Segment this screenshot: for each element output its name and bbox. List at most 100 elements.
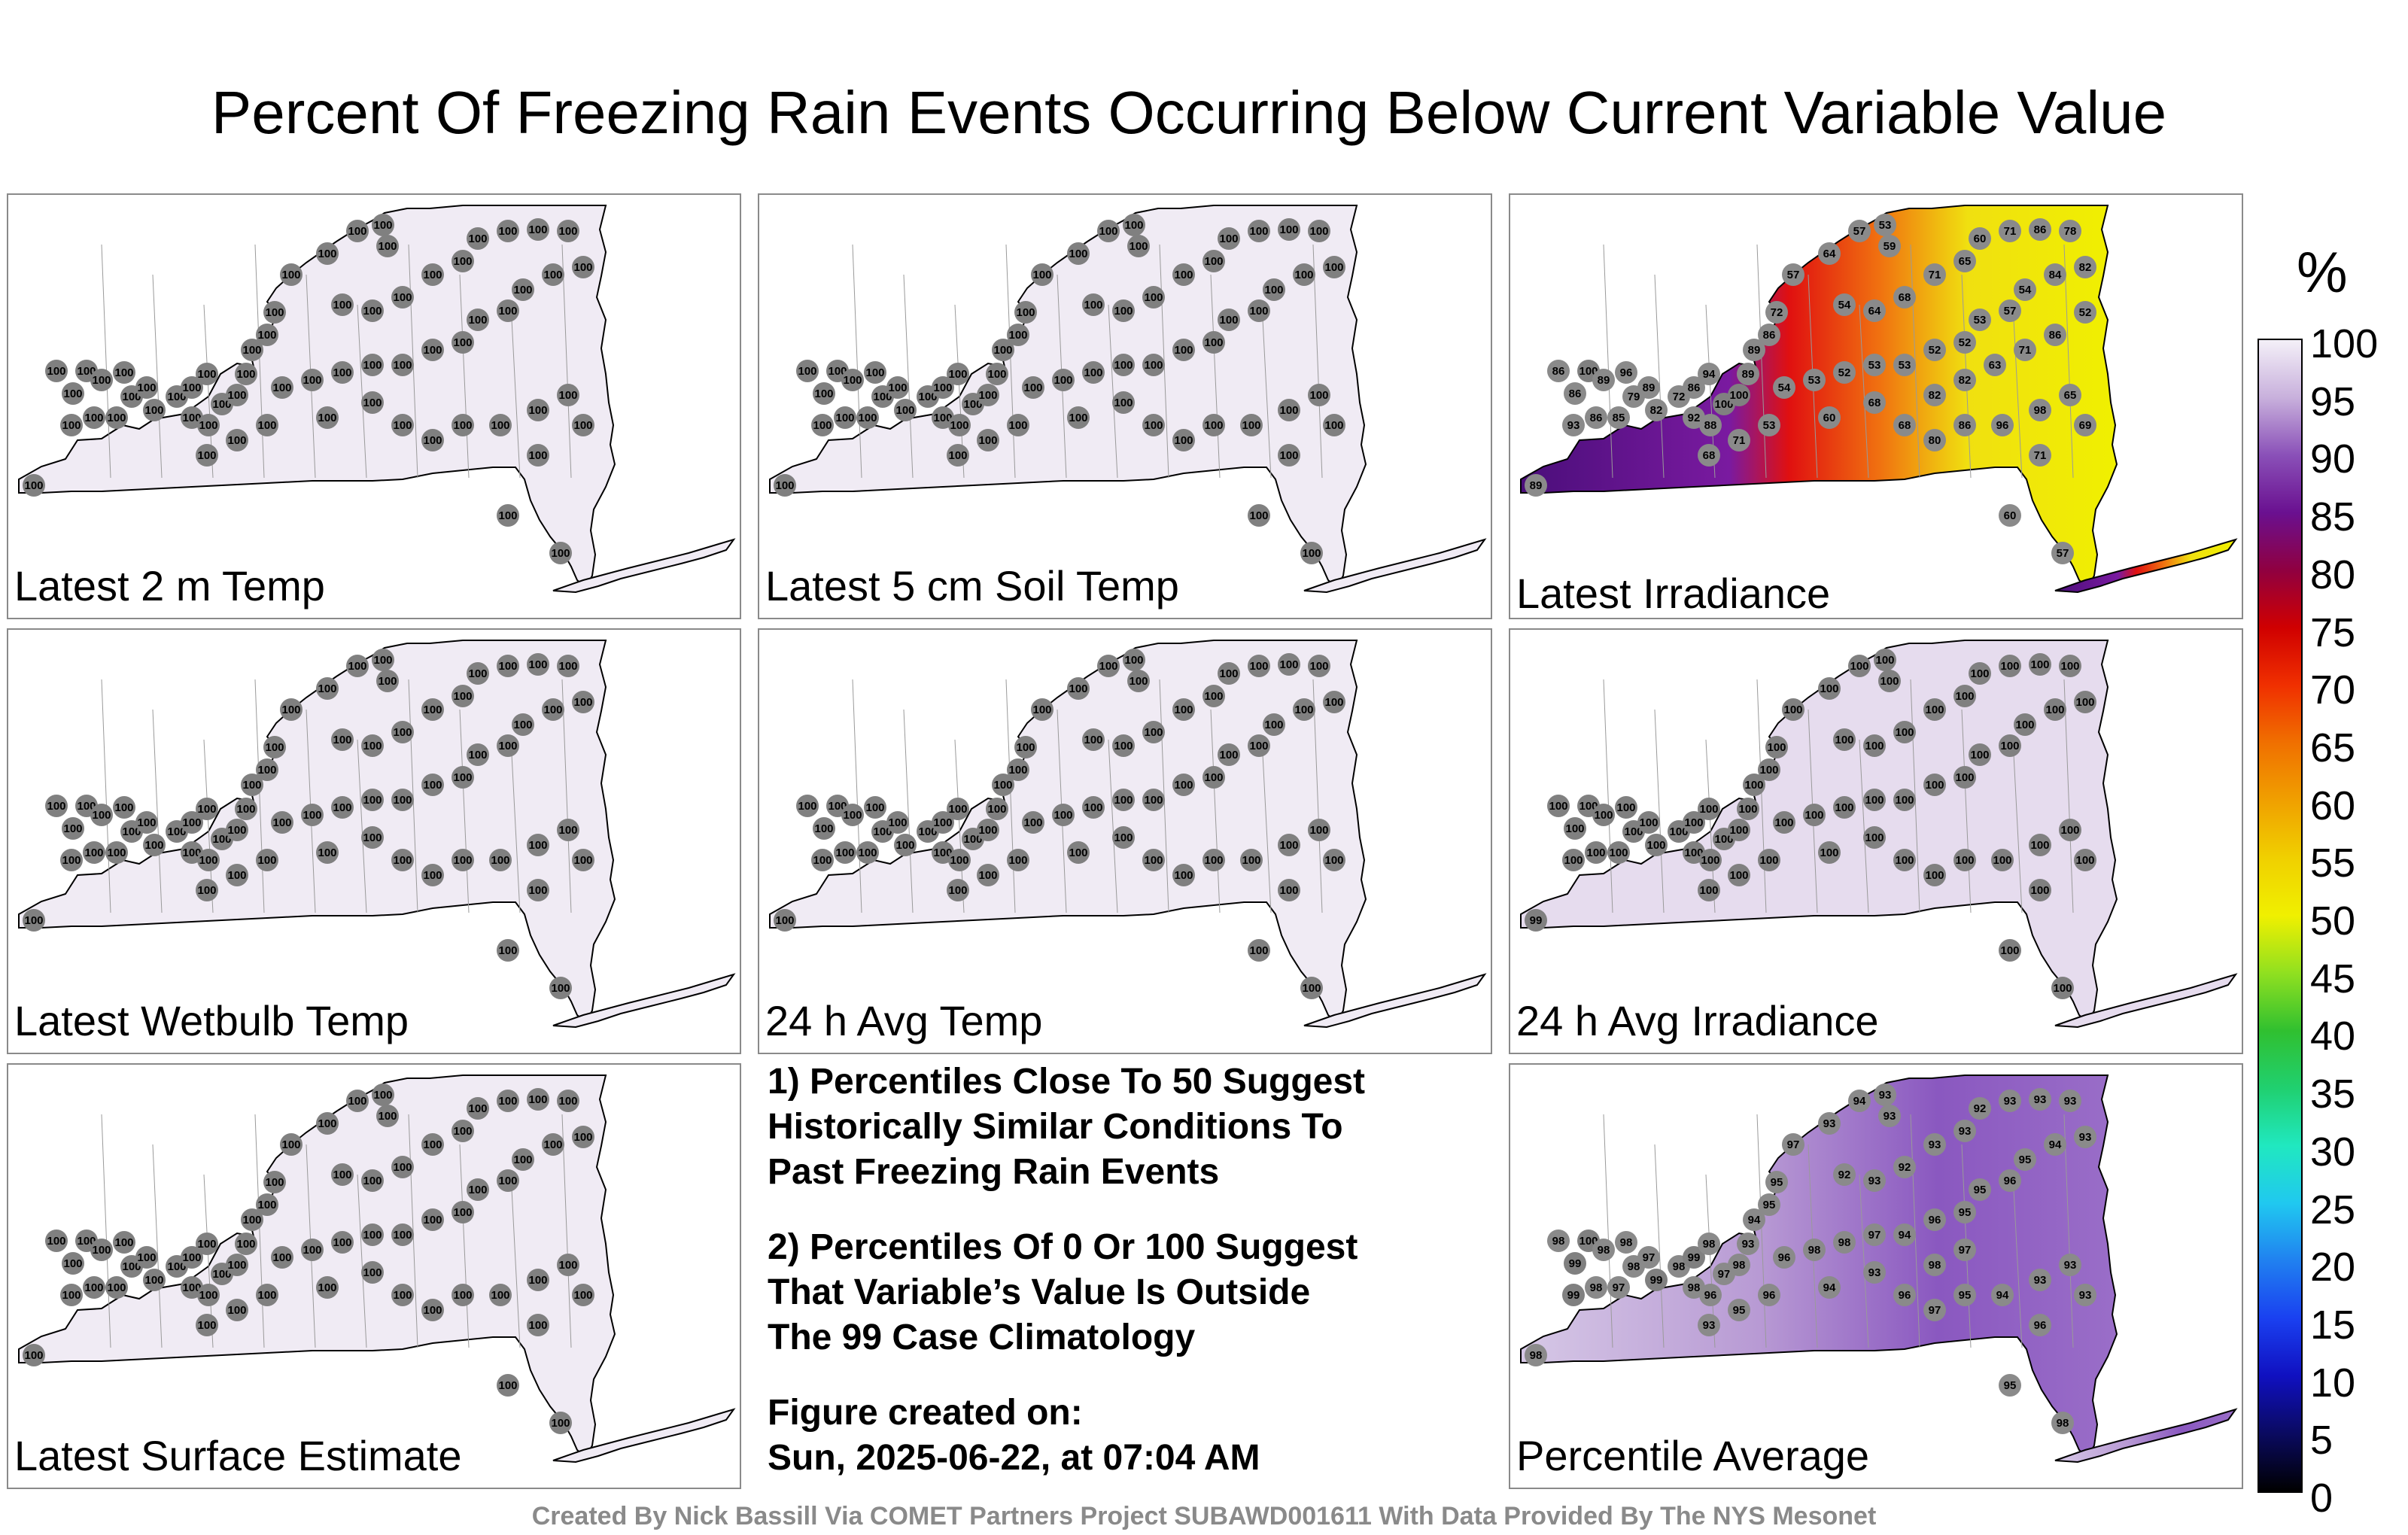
station-value: 100 <box>468 314 487 327</box>
station-marker <box>1818 406 1841 429</box>
county-line <box>1312 679 1323 913</box>
station-marker <box>391 849 414 871</box>
station-marker <box>1878 1105 1901 1127</box>
station-value: 100 <box>393 1161 412 1174</box>
station-value: 100 <box>182 847 201 859</box>
station-marker <box>2029 1314 2051 1336</box>
station-value: 100 <box>1993 854 2011 867</box>
station-marker <box>1991 414 2014 436</box>
station-value: 100 <box>978 824 997 837</box>
station-marker <box>181 376 203 399</box>
station-marker <box>2029 444 2051 467</box>
station-marker <box>2029 218 2051 241</box>
station-value: 100 <box>835 412 854 424</box>
station-marker <box>1848 220 1871 242</box>
station-value: 68 <box>1703 449 1716 462</box>
station-marker <box>1923 864 1946 886</box>
station-value: 100 <box>528 223 547 236</box>
station-value: 100 <box>373 654 392 667</box>
station-marker <box>497 1090 519 1112</box>
station-value: 93 <box>2064 1259 2077 1272</box>
station-value: 100 <box>1249 225 1268 238</box>
station-value: 100 <box>528 1274 547 1287</box>
county-line <box>1005 679 1016 913</box>
station-marker <box>331 361 354 384</box>
county-line <box>1859 304 1869 479</box>
station-value: 100 <box>1084 734 1102 746</box>
station-marker <box>497 734 519 757</box>
station-value: 100 <box>144 404 163 417</box>
station-value: 100 <box>798 365 816 378</box>
station-value: 100 <box>950 854 968 867</box>
station-value: 98 <box>1673 1260 1686 1273</box>
station-value: 54 <box>1778 381 1791 394</box>
station-value: 100 <box>1174 704 1193 716</box>
long-island-outline <box>552 538 736 594</box>
station-marker <box>2051 977 2074 999</box>
station-value: 100 <box>528 839 547 852</box>
station-value: 78 <box>2064 225 2077 238</box>
station-marker <box>1022 811 1044 834</box>
station-value: 100 <box>1767 741 1786 754</box>
station-value: 100 <box>453 854 472 867</box>
station-marker <box>1248 939 1270 962</box>
colorbar-tick-label: 40 <box>2310 1014 2356 1059</box>
station-marker <box>2074 1284 2096 1306</box>
long-island-outline <box>2054 973 2238 1029</box>
station-marker <box>23 474 45 497</box>
station-marker <box>60 414 83 436</box>
colorbar-tick-label: 10 <box>2310 1360 2356 1406</box>
station-value: 82 <box>2079 261 2092 274</box>
station-marker <box>1893 1156 1916 1178</box>
station-value: 60 <box>1974 233 1987 245</box>
ny-map: 100 100 100 100 100 100 100 100 100 100 100 100 100 1… <box>18 205 736 594</box>
station-marker <box>1123 649 1145 671</box>
station-value: 100 <box>948 884 967 897</box>
station-marker <box>1645 399 1668 421</box>
station-marker <box>1031 698 1054 721</box>
station-value: 100 <box>498 509 517 522</box>
station-value: 69 <box>2079 419 2092 432</box>
station-value: 100 <box>348 660 366 673</box>
station-value: 89 <box>1643 381 1655 394</box>
station-value: 100 <box>1804 809 1823 822</box>
station-value: 100 <box>1279 449 1298 462</box>
station-value: 89 <box>1742 368 1755 381</box>
station-marker <box>1953 250 1976 272</box>
station-value: 100 <box>1114 831 1133 844</box>
station-marker <box>1999 1169 2021 1192</box>
county-line <box>561 679 572 913</box>
station-marker <box>1142 789 1165 811</box>
station-marker <box>542 1133 564 1156</box>
station-value: 100 <box>144 839 163 852</box>
station-marker <box>1953 414 1976 436</box>
station-value: 100 <box>1684 847 1703 859</box>
county-line <box>1210 709 1221 913</box>
station-marker <box>497 299 519 322</box>
colorbar-tick-label: 35 <box>2310 1071 2356 1117</box>
station-value: 96 <box>1778 1251 1791 1264</box>
station-marker <box>1240 849 1263 871</box>
station-marker <box>361 734 384 757</box>
station-marker <box>1743 339 1765 361</box>
station-marker <box>451 331 474 354</box>
station-marker <box>1758 758 1780 781</box>
station-marker <box>1874 1084 1896 1106</box>
station-value: 100 <box>1054 374 1072 387</box>
station-value: 95 <box>2019 1154 2032 1166</box>
station-value: 100 <box>378 1110 397 1123</box>
station-value: 100 <box>114 366 133 379</box>
station-value: 98 <box>1590 1281 1603 1294</box>
ny-map: 100 100 100 100 100 100 100 100 100 100 100 100 100 1… <box>769 640 1487 1029</box>
station-marker <box>113 796 135 819</box>
station-marker <box>143 1269 166 1291</box>
station-value: 96 <box>1996 419 2009 432</box>
station-value: 100 <box>1204 419 1223 432</box>
station-marker <box>527 1088 549 1111</box>
station-value: 53 <box>1868 359 1881 372</box>
station-value: 100 <box>423 1214 442 1226</box>
station-value: 100 <box>348 1095 366 1108</box>
station-value: 100 <box>1114 740 1133 752</box>
station-marker <box>1202 849 1225 871</box>
station-marker <box>1782 698 1804 721</box>
